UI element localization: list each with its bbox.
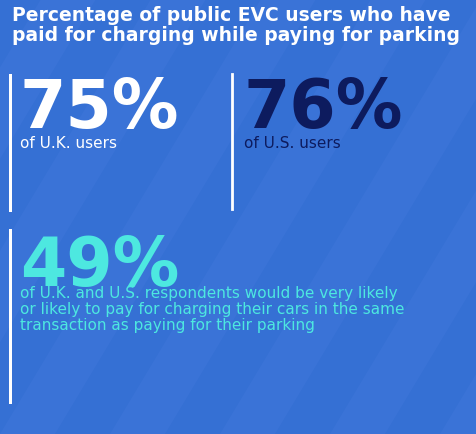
Polygon shape [0,0,95,434]
Text: 75%: 75% [20,76,179,142]
Polygon shape [110,0,426,434]
Polygon shape [0,0,316,434]
Text: Percentage of public EVC users who have: Percentage of public EVC users who have [12,6,450,25]
Polygon shape [330,0,476,434]
Text: paid for charging while paying for parking: paid for charging while paying for parki… [12,26,460,45]
Polygon shape [220,0,476,434]
Text: of U.S. users: of U.S. users [244,136,341,151]
Polygon shape [0,0,206,434]
Text: of U.K. users: of U.K. users [20,136,117,151]
Bar [9,74,12,212]
Bar [9,229,12,404]
Text: transaction as paying for their parking: transaction as paying for their parking [20,318,315,333]
Text: or likely to pay for charging their cars in the same: or likely to pay for charging their cars… [20,302,405,317]
Text: 76%: 76% [244,76,404,142]
Text: of U.K. and U.S. respondents would be very likely: of U.K. and U.S. respondents would be ve… [20,286,397,301]
Polygon shape [440,0,476,434]
Text: 49%: 49% [20,234,179,300]
